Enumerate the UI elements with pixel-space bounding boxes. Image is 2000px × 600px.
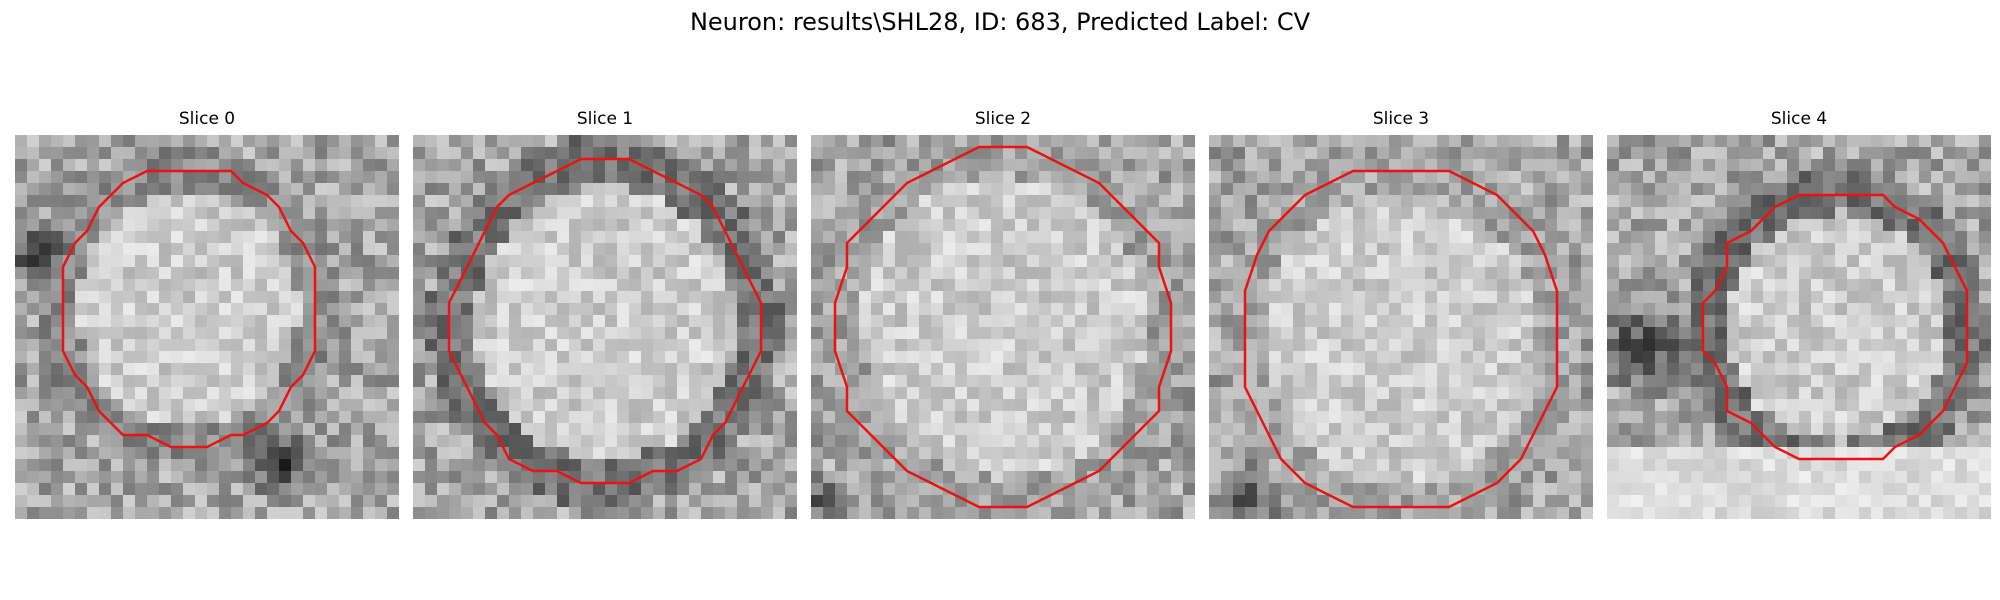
neuron-contour [61, 169, 317, 449]
neuron-contour [1701, 193, 1969, 461]
slice-image [1607, 135, 1991, 519]
slice-panel-3: Slice 3 [1209, 108, 1593, 519]
neuron-contour [447, 157, 763, 485]
slice-image [15, 135, 399, 519]
slice-panel-1: Slice 1 [413, 108, 797, 519]
slice-panel-2: Slice 2 [811, 108, 1195, 519]
slice-title: Slice 0 [178, 109, 236, 129]
slice-image [1209, 135, 1593, 519]
figure-title: Neuron: results\SHL28, ID: 683, Predicte… [689, 8, 1311, 36]
slice-image [811, 135, 1195, 519]
slice-image [413, 135, 797, 519]
slice-panel-0: Slice 0 [15, 108, 399, 519]
slice-title: Slice 4 [1770, 109, 1828, 129]
slice-title: Slice 2 [974, 109, 1032, 129]
slice-title: Slice 3 [1372, 109, 1430, 129]
neuron-contour [833, 145, 1173, 509]
slice-panel-4: Slice 4 [1607, 108, 1991, 519]
neuron-contour [1243, 169, 1559, 509]
slice-title: Slice 1 [576, 109, 634, 129]
